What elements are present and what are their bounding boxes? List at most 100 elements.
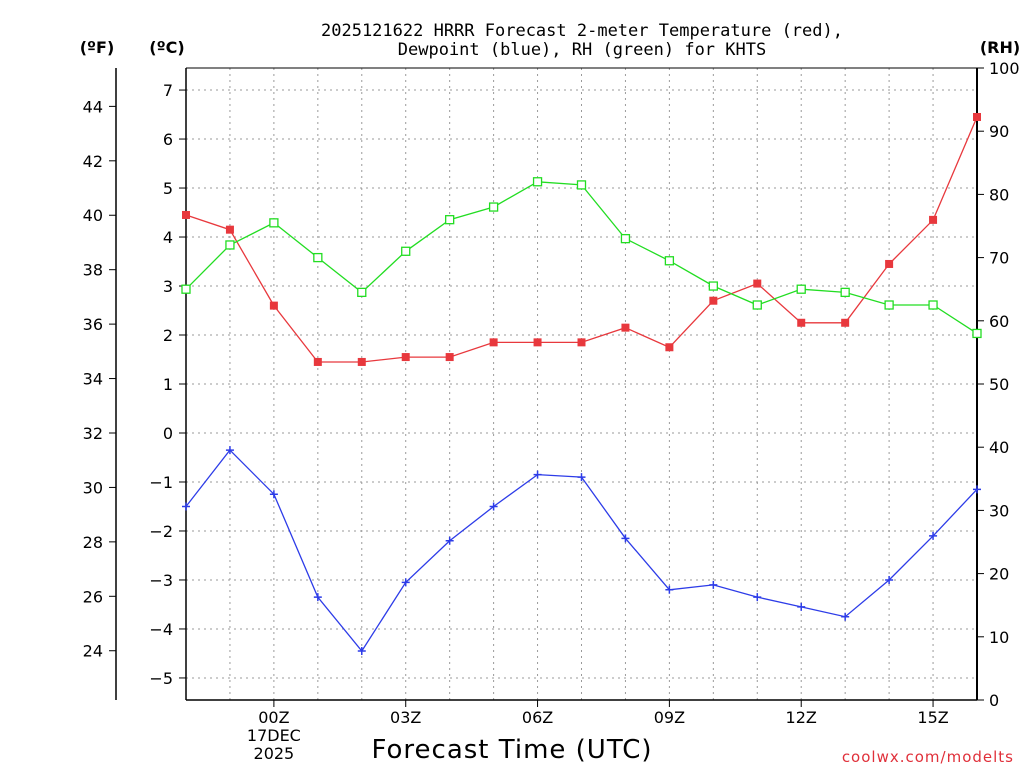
rh-point xyxy=(576,180,587,190)
celsius-unit-label: (ºC) xyxy=(149,38,184,57)
temperature-point xyxy=(182,210,190,219)
rh-tick-label: 30 xyxy=(989,501,1009,520)
dewpoint-point xyxy=(182,502,190,511)
rh-line xyxy=(185,181,978,334)
dewpoint-point xyxy=(621,534,630,543)
x-tick-date: 17DEC xyxy=(247,726,301,745)
temperature-point xyxy=(973,112,981,121)
rh-tick-label: 70 xyxy=(989,249,1009,268)
dewpoint-point xyxy=(841,612,850,621)
rh-point xyxy=(708,281,718,291)
x-tick-label: 09Z xyxy=(654,708,685,727)
fahrenheit-tick-label: 32 xyxy=(83,424,103,443)
chart-title-line-1: 2025121622 HRRR Forecast 2-meter Tempera… xyxy=(321,21,843,41)
dewpoint-point xyxy=(533,470,542,479)
fahrenheit-tick-label: 38 xyxy=(83,261,103,280)
celsius-tick-label: −3 xyxy=(149,571,173,590)
dewpoint-point xyxy=(797,602,806,611)
rh-point xyxy=(445,215,455,225)
temperature-point xyxy=(577,338,586,347)
fahrenheit-tick-label: 26 xyxy=(83,587,103,606)
rh-point xyxy=(884,300,894,310)
dewpoint-point xyxy=(445,536,454,545)
dewpoint-point xyxy=(929,531,938,540)
x-tick-label: 03Z xyxy=(390,708,421,727)
celsius-tick-label: 7 xyxy=(163,81,173,100)
fahrenheit-tick-label: 30 xyxy=(83,478,103,497)
rh-point xyxy=(752,300,762,310)
rh-point xyxy=(620,233,631,244)
temperature-point xyxy=(929,215,938,224)
temperature-point xyxy=(401,353,410,362)
dewpoint-point xyxy=(577,473,586,482)
dewpoint-point xyxy=(885,575,894,584)
rh-point xyxy=(313,252,323,263)
temperature-point xyxy=(357,357,366,366)
celsius-tick-label: 3 xyxy=(163,277,173,296)
temperature-point xyxy=(885,259,894,268)
rh-tick-label: 0 xyxy=(989,691,999,710)
fahrenheit-tick-label: 34 xyxy=(83,370,103,389)
x-tick-label: 15Z xyxy=(917,708,948,727)
rh-tick-label: 50 xyxy=(989,375,1009,394)
temperature-point xyxy=(753,279,762,288)
rh-point xyxy=(796,284,806,294)
rh-tick-label: 80 xyxy=(989,185,1009,204)
dewpoint-point xyxy=(665,585,674,594)
temperature-point xyxy=(621,323,630,332)
celsius-tick-label: 4 xyxy=(163,228,173,247)
axes: −5−4−3−2−1012345672426283032343638404244… xyxy=(83,59,1020,710)
rh-point xyxy=(972,328,982,339)
rh-tick-label: 90 xyxy=(989,122,1009,141)
source-credit: coolwx.com/modelts xyxy=(842,748,1014,766)
celsius-tick-label: 2 xyxy=(163,326,173,345)
rh-tick-label: 40 xyxy=(989,438,1009,457)
dewpoint-point xyxy=(709,580,718,589)
rh-point xyxy=(181,284,191,294)
rh-tick-label: 20 xyxy=(989,565,1009,584)
fahrenheit-tick-label: 28 xyxy=(83,533,103,552)
rh-point xyxy=(488,202,499,212)
dewpoint-point xyxy=(753,593,762,602)
rh-tick-label: 100 xyxy=(989,59,1020,78)
celsius-tick-label: 1 xyxy=(163,375,173,394)
x-tick-year: 2025 xyxy=(254,744,295,763)
dewpoint-point xyxy=(357,647,366,656)
fahrenheit-tick-label: 40 xyxy=(83,206,103,225)
rh-unit-label: (RH) xyxy=(980,38,1020,57)
fahrenheit-tick-label: 42 xyxy=(83,152,103,171)
rh-point xyxy=(357,287,367,298)
dewpoint-point xyxy=(973,485,981,494)
celsius-tick-label: 6 xyxy=(163,130,173,149)
rh-point xyxy=(664,256,675,266)
temperature-point xyxy=(313,357,322,366)
temperature-point xyxy=(841,318,850,327)
celsius-tick-label: 5 xyxy=(163,179,173,198)
fahrenheit-tick-label: 36 xyxy=(83,315,103,334)
rh-point xyxy=(840,287,850,298)
rh-point xyxy=(225,240,235,250)
celsius-tick-label: −2 xyxy=(149,522,173,541)
x-tick-label: 12Z xyxy=(786,708,817,727)
temperature-point xyxy=(665,343,674,352)
fahrenheit-unit-label: (ºF) xyxy=(80,38,115,57)
fahrenheit-tick-label: 44 xyxy=(83,97,103,116)
series-group xyxy=(181,112,982,656)
temperature-point xyxy=(269,301,278,310)
celsius-tick-label: 0 xyxy=(163,424,173,443)
x-axis-title: Forecast Time (UTC) xyxy=(371,735,652,765)
dewpoint-point xyxy=(225,446,234,455)
rh-point xyxy=(928,300,938,310)
dewpoint-point xyxy=(313,593,322,602)
temperature-point xyxy=(225,225,234,234)
rh-point xyxy=(269,218,279,228)
temperature-point xyxy=(445,353,454,362)
dewpoint-point xyxy=(401,578,410,587)
dewpoint-point xyxy=(489,502,498,511)
celsius-tick-label: −4 xyxy=(149,620,173,639)
rh-tick-label: 10 xyxy=(989,628,1009,647)
x-tick-label: 06Z xyxy=(522,708,553,727)
celsius-tick-label: −1 xyxy=(149,473,173,492)
chart-title-line-2: Dewpoint (blue), RH (green) for KHTS xyxy=(398,40,766,60)
